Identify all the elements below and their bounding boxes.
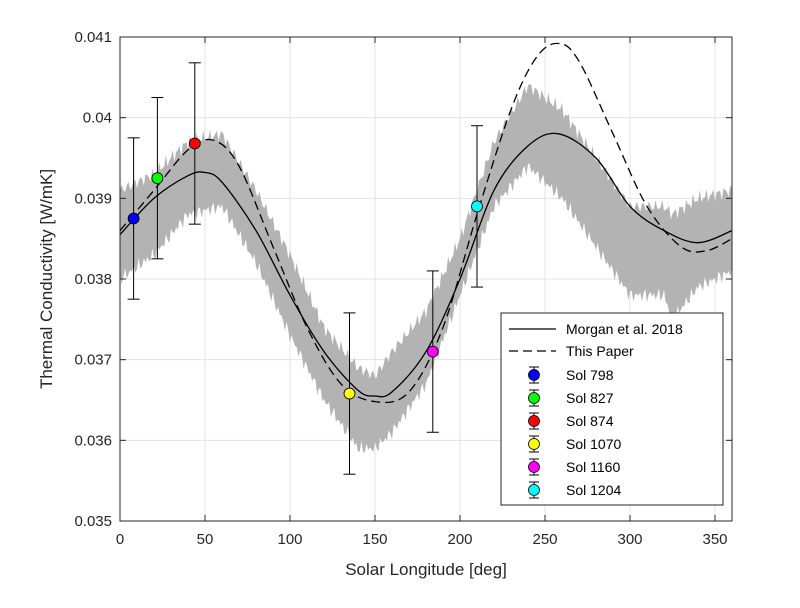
x-tick-label: 100 — [277, 531, 302, 548]
legend-marker — [528, 461, 540, 473]
data-point-group — [127, 137, 140, 300]
legend-marker — [528, 369, 540, 381]
x-tick-label: 250 — [532, 531, 557, 548]
y-tick-label: 0.039 — [74, 190, 112, 207]
data-point — [127, 212, 140, 225]
data-point-group — [188, 62, 201, 225]
y-tick-label: 0.04 — [83, 110, 112, 127]
uncertainty-band — [120, 83, 732, 453]
x-tick-label: 50 — [197, 531, 214, 548]
y-tick-label: 0.038 — [74, 271, 112, 288]
legend-label: Morgan et al. 2018 — [566, 321, 683, 337]
legend-box — [500, 312, 724, 506]
legend-label: Sol 1204 — [566, 482, 621, 498]
legend-marker — [528, 484, 540, 496]
legend-label: Sol 798 — [566, 367, 614, 383]
legend-marker — [528, 415, 540, 427]
series-line-morgan-2018 — [119, 132, 733, 398]
data-point — [343, 387, 356, 400]
y-tick-label: 0.035 — [74, 513, 112, 530]
legend-marker — [528, 438, 540, 450]
legend-label: Sol 874 — [566, 413, 614, 429]
series-line-this-paper — [119, 42, 733, 404]
data-point-group — [343, 312, 356, 475]
legend: Morgan et al. 2018 This Paper Sol 798 Sol 8… — [500, 312, 724, 506]
x-tick-label: 0 — [116, 531, 124, 548]
legend-label: Sol 1070 — [566, 436, 621, 452]
legend-label: Sol 827 — [566, 390, 614, 406]
x-tick-label: 150 — [362, 531, 387, 548]
data-point — [151, 172, 164, 185]
y-tick-label: 0.041 — [74, 29, 112, 46]
data-point-group — [426, 270, 439, 433]
legend-marker — [528, 392, 540, 404]
x-axis-label: Solar Longitude [deg] — [345, 560, 507, 579]
data-point-group — [471, 125, 483, 288]
legend-label: This Paper — [566, 343, 634, 359]
x-tick-label: 350 — [702, 531, 727, 548]
y-tick-label: 0.037 — [74, 352, 112, 369]
data-point — [471, 200, 483, 213]
legend-label: Sol 1160 — [566, 459, 620, 475]
data-point — [188, 137, 201, 150]
y-tick-label: 0.036 — [74, 432, 112, 449]
data-point-group — [151, 97, 164, 260]
x-tick-label: 200 — [447, 531, 472, 548]
y-axis-label: Thermal Conductivity [W/mK] — [37, 169, 56, 389]
data-point — [426, 345, 439, 358]
x-tick-label: 300 — [617, 531, 642, 548]
